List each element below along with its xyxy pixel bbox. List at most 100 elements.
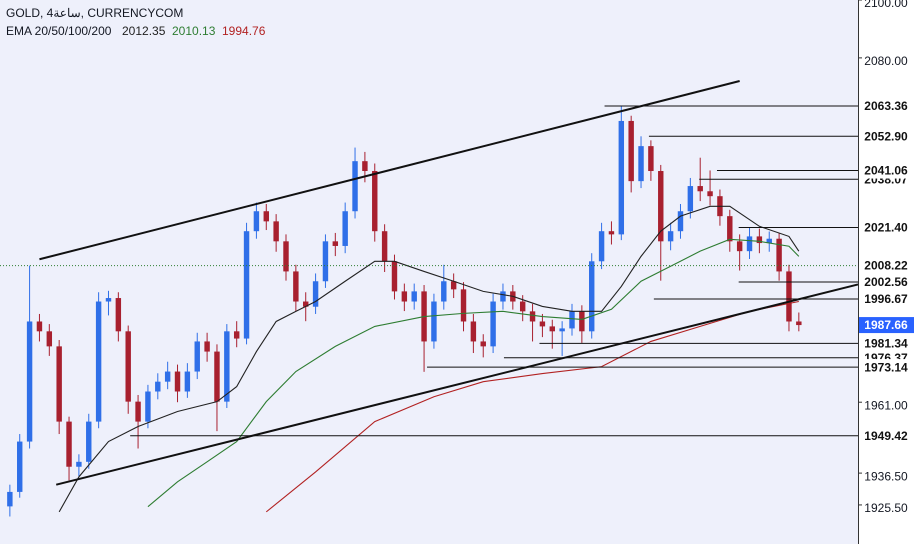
level-label-box — [859, 317, 914, 334]
ema-line — [147, 238, 800, 508]
trend-line — [55, 283, 859, 486]
candle-body — [796, 321, 802, 326]
candle-body — [36, 321, 43, 332]
indicator-name: EMA 20/50/100/200 — [6, 24, 112, 38]
candle-body — [776, 238, 782, 272]
candle-body — [352, 161, 358, 212]
candle-body — [263, 211, 269, 222]
level-label-box — [859, 335, 914, 352]
level-label-box — [859, 290, 914, 307]
candle-body — [125, 331, 131, 402]
candle-body — [66, 421, 72, 467]
candle-body — [253, 211, 260, 232]
candle-body — [46, 331, 53, 347]
level-label-box — [859, 98, 914, 115]
candle-body — [756, 236, 763, 244]
level-label-box — [859, 359, 914, 376]
candle-body — [204, 341, 210, 352]
level-label: 2063.36 — [864, 99, 908, 113]
candle-body — [194, 341, 200, 372]
candle-body — [293, 271, 299, 302]
candle-body — [105, 298, 112, 302]
y-tick-label: 2080.00 — [864, 54, 908, 68]
candle-body — [86, 421, 92, 462]
candle-body — [76, 461, 82, 467]
candle-body — [598, 231, 605, 262]
candle-body — [736, 241, 743, 252]
ema-line — [265, 300, 799, 513]
candle-body — [7, 491, 13, 507]
candle-body — [549, 326, 555, 332]
candle-body — [273, 221, 279, 242]
candle-body — [618, 120, 625, 235]
ema-value: 1994.76 — [222, 24, 266, 38]
candle-body — [214, 351, 220, 402]
y-tick-label: 1936.50 — [864, 469, 908, 483]
candle-body — [184, 371, 191, 392]
candle-body — [401, 291, 408, 302]
level-label: 2002.56 — [864, 275, 908, 289]
legend-background — [2, 4, 254, 40]
candle-body — [707, 191, 713, 197]
level-label: 1981.34 — [864, 337, 908, 351]
candle-body — [155, 381, 161, 392]
marks — [0, 80, 859, 517]
y-tick-label: 1961.00 — [864, 398, 908, 412]
candle-body — [26, 321, 33, 442]
candle-body — [115, 298, 122, 332]
candle-body — [431, 301, 437, 342]
candle-body — [519, 301, 526, 312]
level-label: 2021.40 — [864, 221, 908, 235]
candle-body — [174, 371, 181, 392]
candle-body — [391, 261, 398, 292]
candle-body — [786, 271, 792, 322]
candle-body — [677, 211, 684, 232]
candle-body — [559, 328, 565, 332]
level-label: 2052.90 — [864, 129, 908, 143]
candle-body — [589, 261, 595, 332]
candle-body — [529, 311, 536, 322]
candle-body — [17, 441, 23, 492]
candle-body — [579, 311, 585, 332]
candle-body — [224, 331, 230, 402]
candle-body — [135, 401, 141, 422]
candle-body — [697, 186, 703, 192]
y-tick-label: 1925.50 — [864, 501, 908, 515]
candle-body — [450, 281, 457, 290]
candle-body — [667, 231, 674, 242]
level-label-box — [859, 128, 914, 145]
level-label: 1987.66 — [864, 318, 908, 332]
ema-value: 2012.35 — [122, 24, 166, 38]
candle-body — [411, 291, 417, 302]
candle-body — [362, 161, 368, 172]
trend-line — [39, 80, 740, 261]
candle-body — [243, 231, 250, 339]
candle-body — [638, 146, 644, 182]
candle-body — [332, 241, 339, 246]
candle-body — [460, 289, 467, 322]
candle-body — [342, 211, 348, 246]
ema-value: 2010.13 — [172, 24, 216, 38]
candle-body — [727, 216, 733, 242]
candle-body — [283, 241, 289, 272]
candle-body — [56, 346, 62, 422]
candle-body — [322, 241, 329, 282]
candle-body — [500, 291, 506, 302]
level-label: 1949.42 — [864, 429, 908, 443]
plot-background — [0, 0, 858, 544]
candle-body — [164, 371, 171, 382]
candle-body — [480, 341, 486, 347]
level-label: 2008.22 — [864, 259, 908, 273]
candle-body — [687, 186, 694, 212]
candle-body — [490, 301, 496, 347]
candle-body — [312, 281, 319, 307]
candle-body — [381, 231, 388, 262]
candle-body — [303, 301, 309, 307]
candle-body — [441, 281, 447, 302]
candle-body — [766, 238, 772, 244]
level-label: 1973.14 — [864, 360, 908, 374]
candle-body — [608, 231, 615, 235]
level-label-box — [859, 257, 914, 274]
chart-title: GOLD, 4ساعة, CURRENCYCOM — [6, 6, 183, 20]
